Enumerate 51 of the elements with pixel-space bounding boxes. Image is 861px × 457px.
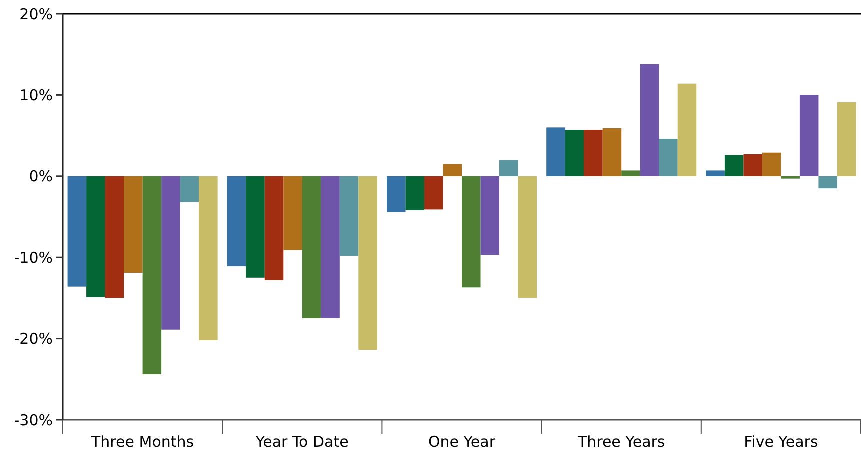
bar — [246, 176, 265, 278]
bar — [546, 128, 566, 176]
y-tick-label: 0% — [29, 168, 53, 186]
bar — [68, 176, 87, 287]
bar — [180, 176, 200, 202]
bar — [424, 176, 444, 210]
bar — [86, 176, 106, 298]
bar — [321, 176, 340, 318]
bar — [358, 176, 378, 350]
bar — [162, 176, 180, 330]
x-tick-label: Year To Date — [254, 433, 349, 451]
bar — [762, 152, 782, 176]
bar — [480, 176, 500, 256]
bar — [227, 176, 246, 267]
x-tick-label: One Year — [428, 433, 496, 451]
y-tick-label: -30% — [14, 411, 53, 430]
bar — [837, 102, 856, 176]
bar — [105, 176, 124, 298]
bar — [818, 176, 838, 189]
bar — [640, 64, 660, 176]
x-tick-label: Three Months — [90, 433, 194, 451]
bar — [199, 176, 218, 340]
y-tick-label: -20% — [14, 330, 53, 348]
bar — [781, 176, 800, 179]
y-tick-label: 20% — [20, 5, 53, 24]
bar — [800, 95, 819, 176]
bar — [284, 176, 302, 250]
bar — [724, 155, 744, 176]
bar — [744, 154, 762, 176]
bar — [706, 170, 725, 176]
bar — [622, 170, 640, 176]
bar — [406, 176, 424, 211]
bar — [443, 164, 462, 176]
bar — [386, 176, 406, 212]
bar — [340, 176, 359, 256]
bar — [302, 176, 322, 318]
bar — [584, 130, 603, 176]
x-tick-label: Three Years — [576, 433, 666, 451]
bar — [602, 128, 622, 176]
bar — [124, 176, 143, 274]
y-tick-label: -10% — [14, 248, 53, 267]
bar — [518, 176, 538, 298]
bar — [500, 160, 518, 176]
x-tick-label: Five Years — [744, 433, 818, 451]
bar — [264, 176, 284, 280]
bar — [678, 84, 697, 176]
bar — [659, 139, 678, 176]
bar — [565, 130, 584, 176]
bar — [142, 176, 162, 375]
bar — [462, 176, 481, 288]
y-tick-label: 10% — [20, 86, 53, 104]
